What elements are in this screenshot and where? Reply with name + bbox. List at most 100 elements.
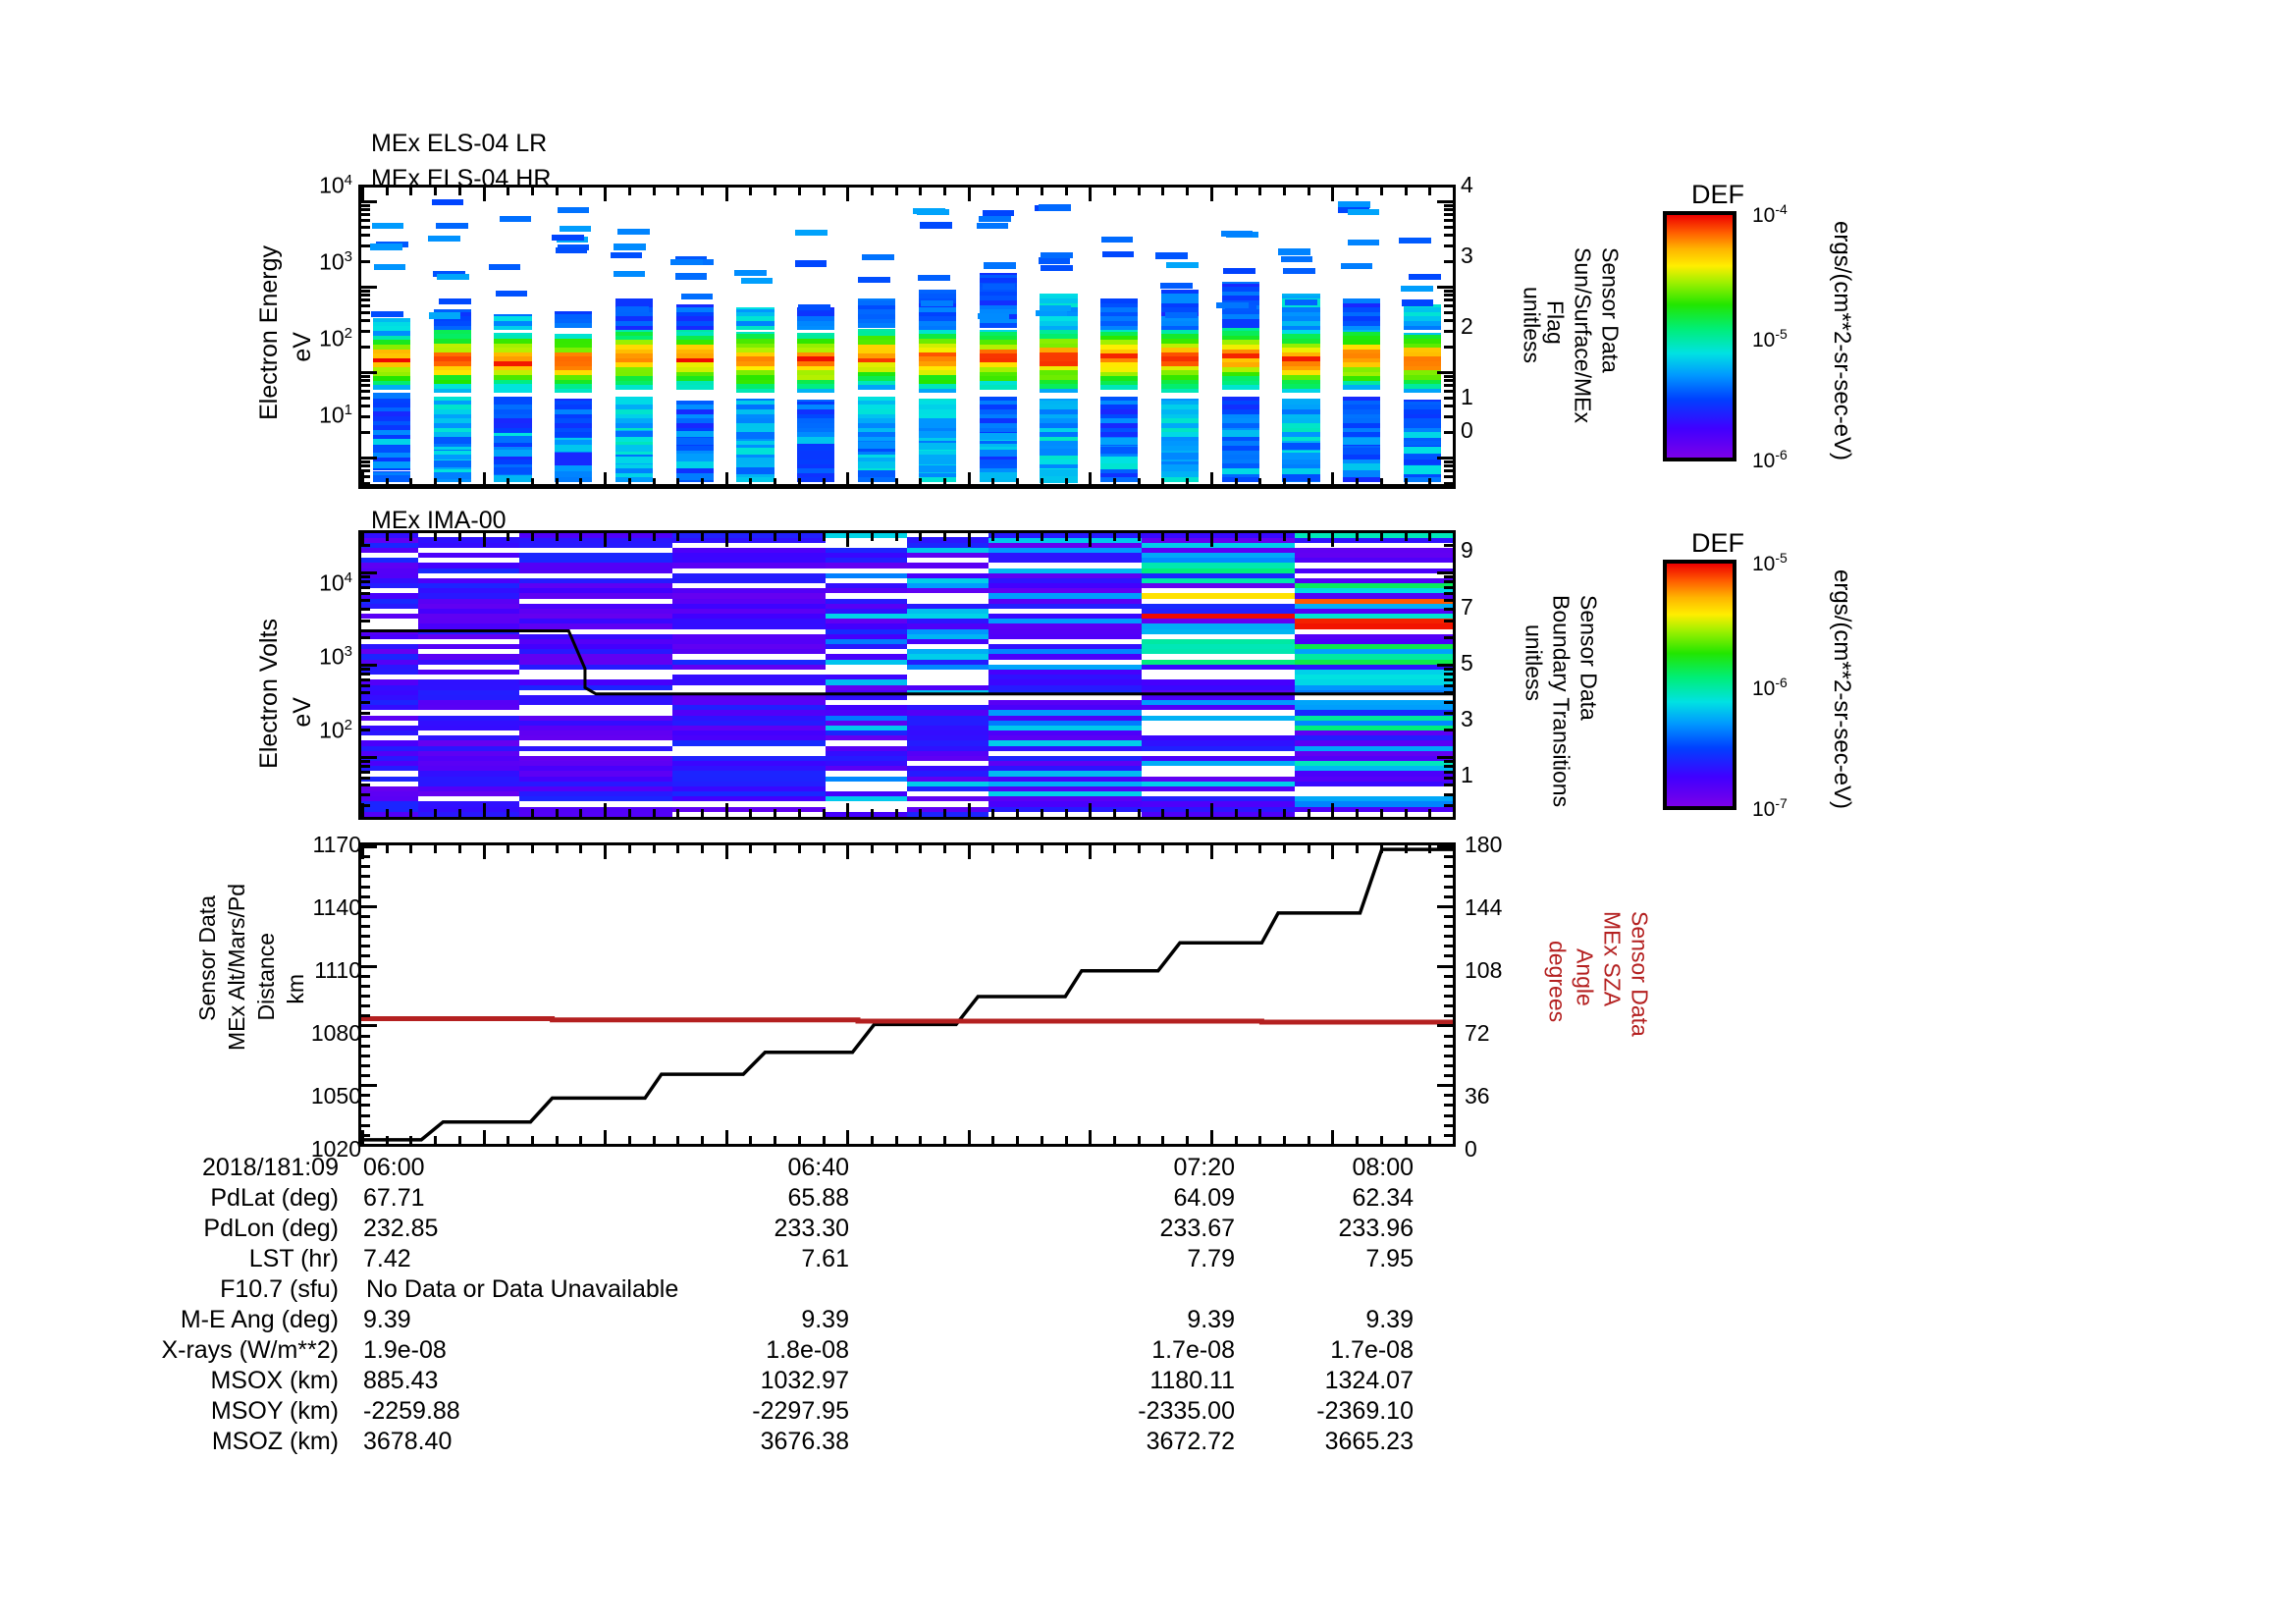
spectrogram-cell: [495, 290, 528, 297]
spectrogram-cell: [1221, 340, 1259, 345]
spectrogram-cell: [675, 454, 714, 461]
spectrogram-cell: [671, 649, 826, 655]
spectrogram-cell: [1294, 649, 1453, 655]
spectrogram-cell: [736, 413, 774, 419]
spectrogram-cell: [1282, 459, 1320, 464]
spectrogram-cell: [372, 317, 411, 322]
spectrogram-cell: [671, 675, 826, 680]
spectrogram-cell: [918, 338, 957, 344]
spectrogram-cell: [671, 572, 826, 578]
spectrogram-cell: [417, 740, 520, 746]
spectrogram-cell: [555, 427, 593, 433]
spectrogram-cell: [361, 730, 418, 736]
spectrogram-cell: [1221, 282, 1259, 285]
table-cell: 1324.07: [1324, 1367, 1414, 1394]
table-row-label: F10.7 (sfu): [220, 1275, 339, 1303]
spectrogram-cell: [1160, 289, 1200, 295]
spectrogram-cell: [417, 542, 520, 548]
colorbar2-title: DEF: [1691, 528, 1744, 558]
spectrogram-cell: [825, 705, 907, 711]
spectrogram-cell: [1040, 398, 1078, 401]
spectrogram-cell: [1100, 427, 1139, 433]
spectrogram-cell: [675, 422, 714, 428]
spectrogram-cell: [1343, 371, 1381, 377]
spectrogram-cell: [555, 348, 593, 352]
spectrogram-cell: [918, 400, 957, 406]
spectrogram-cell: [797, 446, 835, 451]
spectrogram-cell: [372, 353, 411, 358]
spectrogram-cell: [614, 450, 654, 456]
spectrogram-cell: [417, 568, 520, 573]
spectrogram-cell: [361, 740, 418, 746]
spectrogram-cell: [1294, 750, 1453, 756]
spectrogram-cell: [372, 385, 411, 391]
spectrogram-cell: [671, 623, 826, 629]
spectrogram-cell: [417, 669, 520, 676]
spectrogram-cell: [417, 705, 520, 711]
spectrogram-cell: [614, 472, 654, 478]
spectrogram-cell: [1403, 418, 1442, 423]
spectrogram-cell: [1282, 398, 1320, 401]
spectrogram-cell: [1403, 338, 1442, 344]
spectrogram-cell: [797, 455, 835, 460]
spectrogram-cell: [433, 343, 471, 349]
spectrogram-cell: [825, 761, 907, 767]
spectrogram-cell: [1221, 344, 1259, 350]
panel1-spectrogram[interactable]: [358, 185, 1456, 489]
spectrogram-cell: [907, 684, 989, 690]
spectrogram-cell: [825, 791, 907, 797]
spectrogram-cell: [918, 321, 957, 326]
spectrogram-cell: [417, 715, 520, 721]
spectrogram-cell: [1403, 422, 1442, 428]
spectrogram-cell: [555, 374, 593, 380]
spectrogram-cell: [555, 464, 593, 472]
spectrogram-cell: [1294, 684, 1453, 690]
spectrogram-cell: [519, 593, 672, 599]
spectrogram-cell: [555, 246, 588, 253]
spectrogram-cell: [675, 371, 714, 377]
spectrogram-cell: [825, 608, 907, 615]
panel3-lineplot[interactable]: [358, 842, 1456, 1147]
spectrogram-cell: [1100, 461, 1139, 469]
spectrogram-cell: [555, 413, 593, 419]
spectrogram-cell: [372, 349, 411, 354]
spectrogram-cell: [1100, 307, 1139, 312]
panel3-right-ytick-3: 72: [1465, 1020, 1490, 1046]
spectrogram-cell: [494, 325, 532, 331]
spectrogram-cell: [671, 598, 826, 604]
spectrogram-cell: [1040, 432, 1078, 437]
spectrogram-cell: [494, 356, 532, 362]
spectrogram-cell: [825, 776, 907, 782]
spectrogram-cell: [675, 316, 714, 321]
spectrogram-cell: [797, 321, 835, 326]
spectrogram-cell: [1100, 325, 1139, 331]
spectrogram-cell: [559, 225, 592, 233]
spectrogram-cell: [1282, 384, 1320, 389]
spectrogram-cell: [555, 318, 593, 324]
spectrogram-cell: [1040, 422, 1078, 428]
spectrogram-cell: [798, 303, 830, 311]
spectrogram-cell: [417, 750, 520, 756]
spectrogram-cell: [1221, 446, 1259, 451]
spectrogram-cell: [1160, 477, 1200, 482]
spectrogram-cell: [907, 654, 989, 660]
spectrogram-cell: [857, 335, 896, 341]
spectrogram-cell: [1403, 400, 1442, 403]
spectrogram-cell: [988, 689, 1143, 695]
spectrogram-cell: [555, 356, 593, 362]
spectrogram-cell: [979, 296, 1017, 301]
spectrogram-cell: [988, 740, 1143, 746]
spectrogram-cell: [555, 400, 593, 406]
spectrogram-cell: [671, 720, 826, 726]
spectrogram-cell: [857, 357, 896, 363]
spectrogram-cell: [797, 463, 835, 469]
panel2-spectrogram[interactable]: [358, 530, 1456, 820]
spectrogram-cell: [671, 659, 826, 665]
panel2-right-axis-label: Sensor Data Boundary Transitions unitles…: [1521, 595, 1602, 808]
spectrogram-cell: [614, 477, 654, 482]
spectrogram-cell: [675, 473, 714, 481]
spectrogram-cell: [361, 725, 418, 731]
spectrogram-cell: [494, 316, 532, 321]
spectrogram-cell: [797, 418, 835, 423]
spectrogram-cell: [988, 735, 1143, 741]
